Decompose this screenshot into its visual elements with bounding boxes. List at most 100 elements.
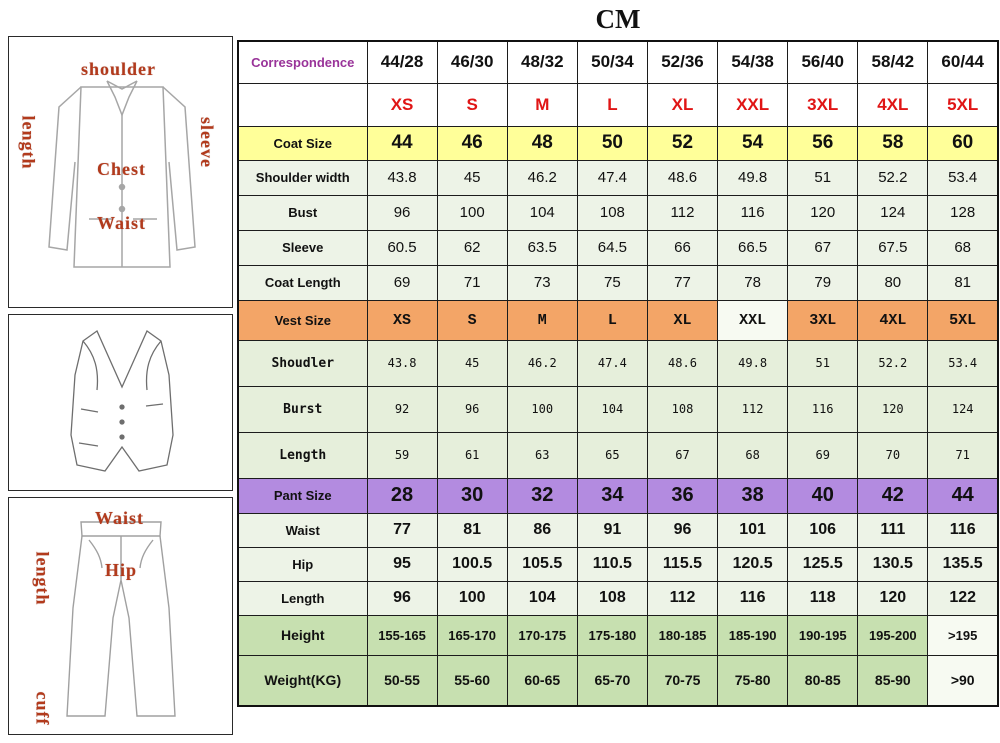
value-cell: 77: [646, 264, 719, 301]
value-cell: 43.8: [366, 339, 438, 387]
value-cell: 54: [717, 125, 789, 161]
value-cell: 4XL: [857, 82, 929, 127]
table-row-shoulder-width: Shoulder width 43.8 45 46.2 47.4 48.6 49.8 51 52…: [237, 159, 999, 196]
pants-length-label: length: [32, 551, 53, 606]
page-title: CM: [595, 4, 641, 34]
value-cell: 44/28: [366, 40, 438, 84]
pants-diagram-box: Waist length Hip cuff: [8, 497, 233, 735]
table-row-bust: Bust 96 100 104 108 112 116 120 124 128: [237, 194, 999, 231]
value-cell: 100: [436, 194, 508, 231]
value-cell: 52.2: [857, 339, 929, 387]
value-cell: 67: [787, 229, 859, 266]
value-cell: M: [506, 82, 578, 127]
value-cell: 54/38: [717, 40, 789, 84]
value-cell: 195-200: [857, 614, 929, 656]
value-cell: 46.2: [506, 159, 578, 196]
value-cell: 100.5: [436, 546, 508, 582]
row-label: Correspondence: [237, 40, 368, 84]
value-cell: 44: [927, 477, 999, 514]
value-cell: 81: [436, 512, 508, 548]
value-cell: 185-190: [717, 614, 789, 656]
value-cell: 108: [576, 580, 648, 616]
value-cell: 125.5: [787, 546, 859, 582]
value-cell: 64.5: [576, 229, 648, 266]
value-cell: 104: [506, 580, 578, 616]
value-cell: 67: [646, 431, 719, 479]
table-row-shoudler: Shoudler 43.8 45 46.2 47.4 48.6 49.8 51 52.2 53.4: [237, 339, 999, 387]
value-cell: 96: [646, 512, 719, 548]
value-cell: 73: [506, 264, 578, 301]
value-cell: XXL: [717, 82, 789, 127]
table-row-length: Length 96 100 104 108 112 116 118 120 122: [237, 580, 999, 616]
value-cell: 108: [646, 385, 719, 433]
value-cell: 124: [927, 385, 999, 433]
value-cell: 96: [366, 194, 438, 231]
value-cell: 71: [436, 264, 508, 301]
value-cell: 105.5: [506, 546, 578, 582]
row-label: Sleeve: [237, 229, 368, 266]
value-cell: 70: [857, 431, 929, 479]
value-cell: 80: [857, 264, 929, 301]
value-cell: 52/36: [646, 40, 719, 84]
row-label: Pant Size: [237, 477, 368, 514]
value-cell: 81: [927, 264, 999, 301]
value-cell: 68: [717, 431, 789, 479]
value-cell: 116: [717, 580, 789, 616]
value-cell: 40: [787, 477, 859, 514]
row-label: Weight(KG): [237, 654, 368, 707]
value-cell: 116: [927, 512, 999, 548]
jacket-diagram-box: shoulder length sleeve Chest Waist: [8, 36, 233, 308]
value-cell: 71: [927, 431, 999, 479]
value-cell: 36: [646, 477, 719, 514]
table-row-length: Length 59 61 63 65 67 68 69 70 71: [237, 431, 999, 479]
size-table: Correspondence 44/28 46/30 48/32 50/34 52/36 5…: [237, 40, 999, 707]
value-cell: 104: [576, 385, 648, 433]
value-cell: 60: [927, 125, 999, 161]
value-cell: S: [436, 299, 508, 341]
table-row-hip: Hip 95 100.5 105.5 110.5 115.5 120.5 125.5 130.5…: [237, 546, 999, 582]
value-cell: 122: [927, 580, 999, 616]
pants-icon: [66, 521, 176, 717]
row-label: Bust: [237, 194, 368, 231]
value-cell: 61: [436, 431, 508, 479]
value-cell: 111: [857, 512, 929, 548]
value-cell: 60.5: [366, 229, 438, 266]
value-cell: 58: [857, 125, 929, 161]
value-cell: 62: [436, 229, 508, 266]
value-cell: 46.2: [506, 339, 578, 387]
table-row-burst: Burst 92 96 100 104 108 112 116 120 124: [237, 385, 999, 433]
value-cell: 63.5: [506, 229, 578, 266]
value-cell: 120: [857, 580, 929, 616]
value-cell: 124: [857, 194, 929, 231]
value-cell: 77: [366, 512, 438, 548]
table-row-waist: Waist 77 81 86 91 96 101 106 111 116: [237, 512, 999, 548]
value-cell: 45: [436, 159, 508, 196]
value-cell: 130.5: [857, 546, 929, 582]
row-label: [237, 82, 368, 127]
row-label: Shoulder width: [237, 159, 368, 196]
value-cell: 70-75: [646, 654, 719, 707]
value-cell: 120: [857, 385, 929, 433]
row-label: Hip: [237, 546, 368, 582]
value-cell: 42: [857, 477, 929, 514]
value-cell: 48.6: [646, 339, 719, 387]
row-label: Burst: [237, 385, 368, 433]
value-cell: 55-60: [436, 654, 508, 707]
table-row-coat-size: Coat Size 44 46 48 50 52 54 56 58 60: [237, 125, 999, 161]
value-cell: XXL: [717, 299, 789, 341]
value-cell: 68: [927, 229, 999, 266]
value-cell: 120.5: [717, 546, 789, 582]
value-cell: 112: [646, 580, 719, 616]
value-cell: 96: [366, 580, 438, 616]
value-cell: 60-65: [506, 654, 578, 707]
jacket-chest-label: Chest: [97, 159, 146, 179]
value-cell: 190-195: [787, 614, 859, 656]
value-cell: 58/42: [857, 40, 929, 84]
value-cell: 80-85: [787, 654, 859, 707]
row-label: Vest Size: [237, 299, 368, 341]
value-cell: 165-170: [436, 614, 508, 656]
value-cell: 50-55: [366, 654, 438, 707]
value-cell: 30: [436, 477, 508, 514]
row-label: Waist: [237, 512, 368, 548]
